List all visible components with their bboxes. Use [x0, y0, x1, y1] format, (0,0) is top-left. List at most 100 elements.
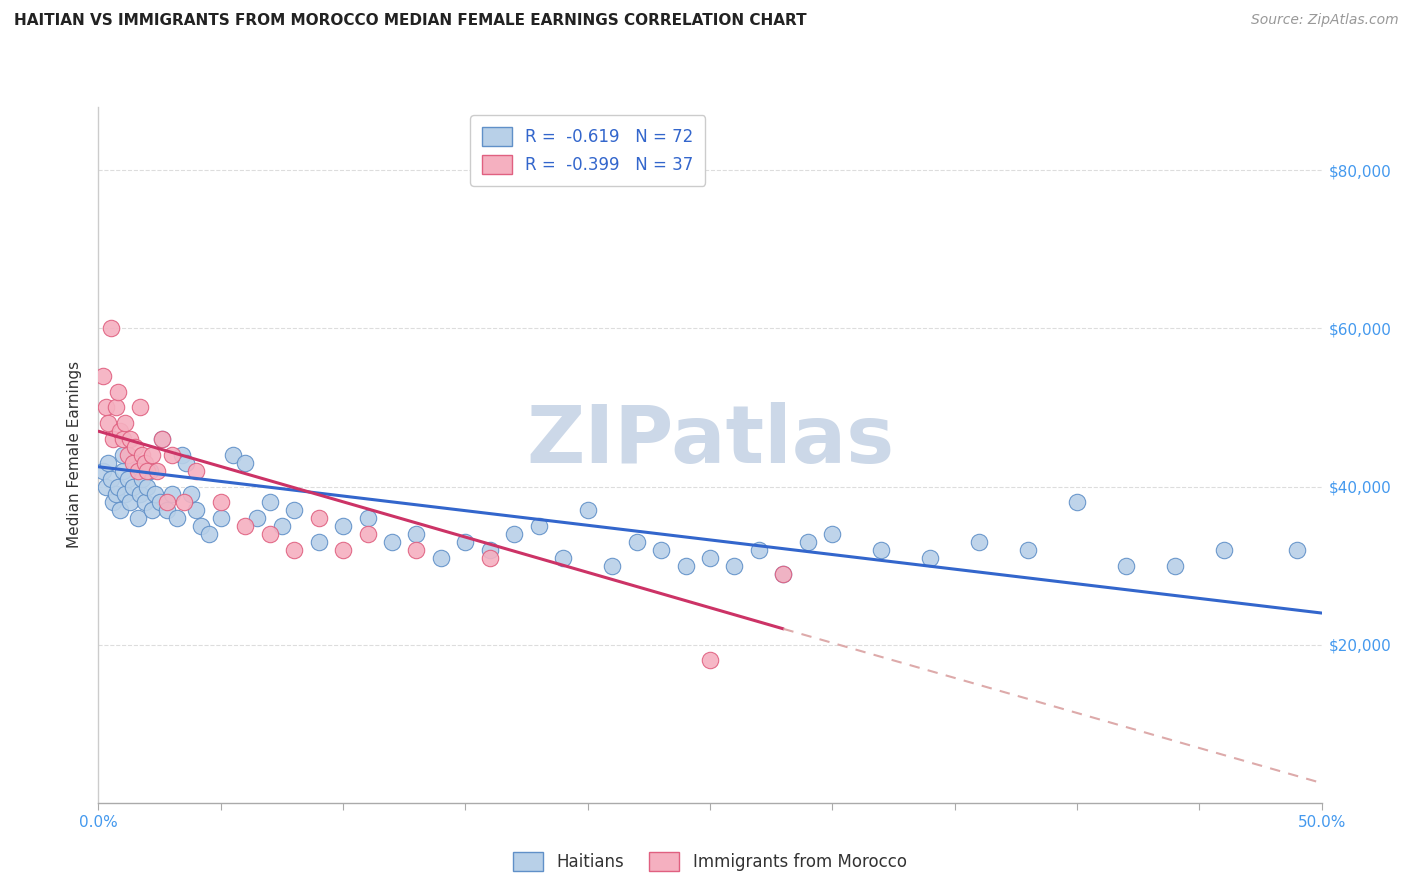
Point [478, 550, 501, 565]
Point [797, 535, 820, 549]
Point [503, 527, 526, 541]
Point [114, 417, 136, 431]
Point [134, 456, 156, 470]
Point [332, 519, 354, 533]
Point [120, 432, 142, 446]
Point [141, 503, 163, 517]
Point [870, 542, 893, 557]
Point [111, 432, 134, 446]
Point [91, 464, 114, 478]
Point [332, 542, 354, 557]
Point [527, 519, 550, 533]
Point [91, 368, 114, 383]
Point [283, 542, 305, 557]
Point [127, 464, 149, 478]
Point [114, 487, 136, 501]
Point [821, 527, 844, 541]
Point [104, 401, 127, 415]
Point [124, 440, 146, 454]
Text: Source: ZipAtlas.com: Source: ZipAtlas.com [1251, 13, 1399, 28]
Point [772, 566, 794, 581]
Point [405, 542, 427, 557]
Point [576, 503, 599, 517]
Point [143, 487, 166, 501]
Point [111, 448, 134, 462]
Point [430, 550, 453, 565]
Point [146, 464, 169, 478]
Point [121, 456, 143, 470]
Legend: Haitians, Immigrants from Morocco: Haitians, Immigrants from Morocco [506, 846, 914, 878]
Point [141, 448, 163, 462]
Point [160, 487, 183, 501]
Point [121, 479, 143, 493]
Point [308, 511, 330, 525]
Point [197, 527, 219, 541]
Point [478, 542, 501, 557]
Point [94, 479, 117, 493]
Point [748, 542, 770, 557]
Point [173, 495, 195, 509]
Point [246, 511, 269, 525]
Point [920, 550, 942, 565]
Point [270, 519, 294, 533]
Text: HAITIAN VS IMMIGRANTS FROM MOROCCO MEDIAN FEMALE EARNINGS CORRELATION CHART: HAITIAN VS IMMIGRANTS FROM MOROCCO MEDIA… [14, 13, 807, 29]
Point [283, 503, 305, 517]
Point [111, 464, 134, 478]
Point [259, 495, 281, 509]
Point [131, 448, 153, 462]
Point [233, 519, 256, 533]
Point [1066, 495, 1088, 509]
Point [150, 432, 173, 446]
Point [356, 527, 378, 541]
Point [104, 487, 127, 501]
Point [136, 464, 159, 478]
Point [259, 527, 281, 541]
Point [136, 479, 159, 493]
Point [675, 558, 697, 573]
Point [156, 495, 179, 509]
Point [110, 424, 132, 438]
Point [1115, 558, 1137, 573]
Point [101, 495, 124, 509]
Point [180, 487, 202, 501]
Point [131, 472, 153, 486]
Point [699, 653, 721, 667]
Point [1212, 542, 1234, 557]
Point [150, 432, 173, 446]
Point [209, 511, 232, 525]
Point [772, 566, 794, 581]
Point [94, 401, 117, 415]
Point [127, 511, 149, 525]
Point [553, 550, 575, 565]
Point [170, 448, 193, 462]
Point [101, 432, 124, 446]
Point [186, 503, 208, 517]
Point [967, 535, 990, 549]
Point [160, 448, 183, 462]
Point [626, 535, 648, 549]
Point [124, 456, 146, 470]
Point [149, 495, 172, 509]
Point [176, 456, 198, 470]
Point [107, 384, 129, 399]
Point [650, 542, 672, 557]
Point [186, 464, 208, 478]
Point [100, 472, 122, 486]
Point [166, 511, 188, 525]
Point [107, 479, 129, 493]
Point [100, 321, 122, 335]
Y-axis label: Median Female Earnings: Median Female Earnings [67, 361, 83, 549]
Point [222, 448, 245, 462]
Point [209, 495, 232, 509]
Point [381, 535, 404, 549]
Text: ZIPatlas: ZIPatlas [526, 402, 894, 480]
Point [723, 558, 745, 573]
Point [134, 495, 156, 509]
Point [139, 464, 162, 478]
Point [97, 417, 120, 431]
Point [1017, 542, 1039, 557]
Point [308, 535, 330, 549]
Point [120, 495, 142, 509]
Point [454, 535, 477, 549]
Point [129, 487, 152, 501]
